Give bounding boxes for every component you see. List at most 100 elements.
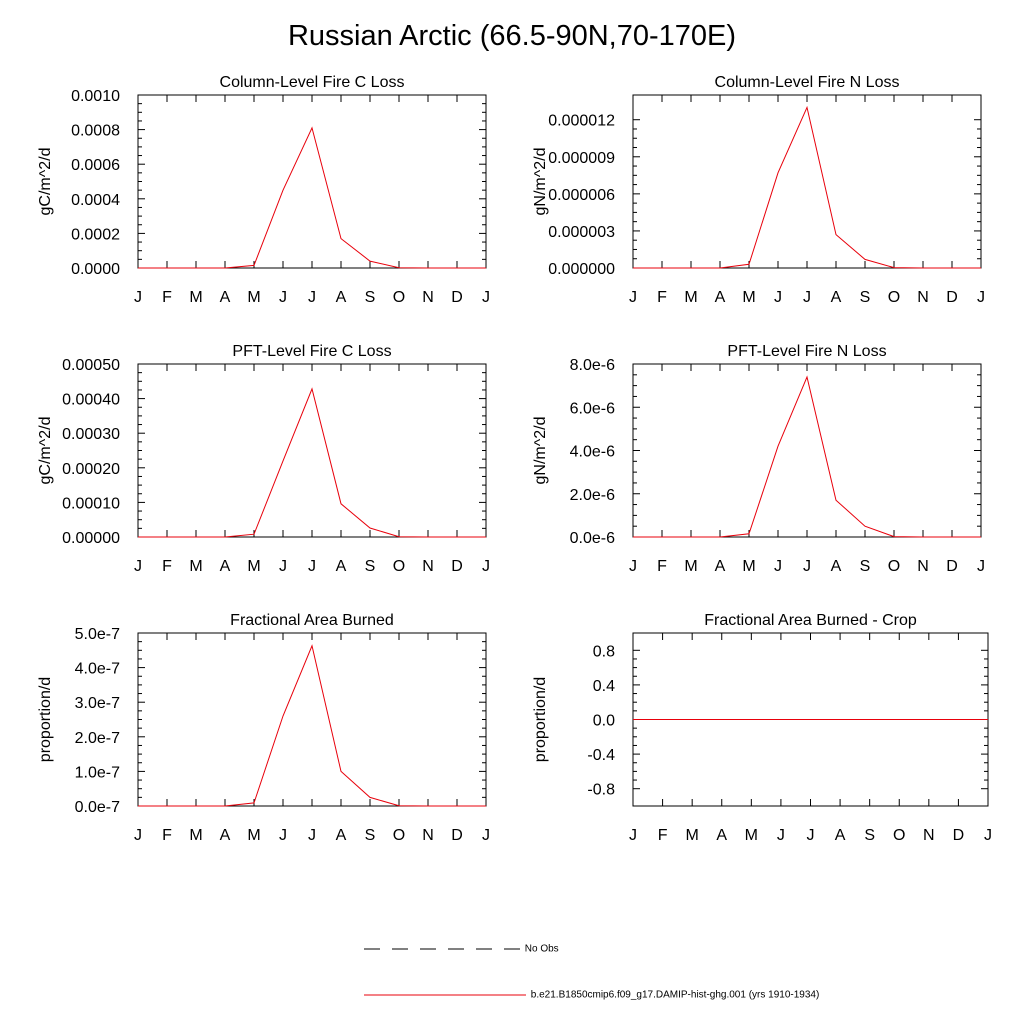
- y-tick-label: 8.0e-6: [570, 357, 615, 374]
- x-tick-label: A: [336, 827, 347, 844]
- x-tick-label: A: [220, 558, 231, 575]
- x-tick-label: N: [422, 827, 434, 844]
- x-tick-label: A: [835, 827, 846, 844]
- x-tick-label: M: [247, 827, 260, 844]
- x-tick-label: F: [162, 558, 172, 575]
- series-line: [138, 644, 486, 807]
- x-tick-label: O: [893, 827, 905, 844]
- y-tick-label: 0.0e-7: [75, 799, 120, 816]
- x-tick-label: M: [189, 558, 202, 575]
- x-tick-label: M: [247, 558, 260, 575]
- y-tick-label: 0.0e-6: [570, 530, 615, 547]
- x-tick-label: J: [977, 289, 985, 306]
- y-axis-label: gN/m^2/d: [532, 148, 549, 216]
- y-tick-label: 0.0006: [71, 157, 120, 174]
- legend-model-label: b.e21.B1850cmip6.f09_g17.DAMIP-hist-ghg.…: [530, 989, 820, 1001]
- y-tick-label: 0.000012: [548, 113, 615, 130]
- x-tick-label: J: [279, 827, 287, 844]
- series-line: [633, 375, 981, 538]
- x-tick-label: A: [831, 558, 842, 575]
- x-tick-label: D: [946, 289, 958, 306]
- panel-6: Fractional Area Burned - Crop proportion/…: [532, 612, 992, 844]
- x-tick-label: A: [220, 289, 231, 306]
- x-tick-label: N: [422, 558, 434, 575]
- x-tick-label: D: [451, 827, 463, 844]
- x-tick-label: O: [393, 827, 405, 844]
- x-tick-label: S: [365, 289, 376, 306]
- x-tick-label: N: [917, 289, 929, 306]
- x-tick-label: J: [774, 289, 782, 306]
- y-tick-label: 0.00000: [62, 530, 120, 547]
- y-tick-label: 0.0000: [71, 261, 120, 278]
- y-tick-label: 0.0002: [71, 226, 120, 243]
- panel-title: Fractional Area Burned - Crop: [704, 612, 917, 629]
- y-axis-label: gC/m^2/d: [37, 417, 54, 485]
- y-axis-label: proportion/d: [37, 677, 54, 762]
- x-tick-label: M: [745, 827, 758, 844]
- y-tick-label: 0.00030: [62, 426, 120, 443]
- x-tick-label: A: [716, 827, 727, 844]
- plot-frame: [137, 94, 487, 269]
- x-tick-label: D: [451, 558, 463, 575]
- x-tick-label: M: [247, 289, 260, 306]
- x-tick-label: J: [984, 827, 992, 844]
- y-tick-label: 0.00010: [62, 495, 120, 512]
- x-tick-label: J: [629, 827, 637, 844]
- x-tick-label: S: [365, 827, 376, 844]
- x-tick-label: A: [715, 289, 726, 306]
- panel-title: Fractional Area Burned: [230, 612, 394, 629]
- y-tick-label: 4.0e-6: [570, 444, 615, 461]
- y-tick-label: 3.0e-7: [75, 695, 120, 712]
- x-tick-label: N: [917, 558, 929, 575]
- y-tick-label: 0.00020: [62, 461, 120, 478]
- x-tick-label: J: [977, 558, 985, 575]
- x-tick-label: F: [657, 558, 667, 575]
- x-tick-label: J: [482, 558, 490, 575]
- y-axis-label: gN/m^2/d: [532, 417, 549, 485]
- x-tick-label: N: [923, 827, 935, 844]
- x-tick-label: J: [777, 827, 785, 844]
- x-tick-label: M: [684, 558, 697, 575]
- x-tick-label: M: [742, 558, 755, 575]
- legend-obs-label: No Obs: [524, 943, 559, 955]
- x-tick-label: D: [451, 289, 463, 306]
- x-tick-label: D: [946, 558, 958, 575]
- x-tick-label: O: [888, 558, 900, 575]
- x-tick-label: S: [365, 558, 376, 575]
- x-tick-label: A: [715, 558, 726, 575]
- x-tick-label: N: [422, 289, 434, 306]
- x-tick-label: D: [953, 827, 965, 844]
- panel-title: PFT-Level Fire C Loss: [232, 343, 391, 360]
- x-tick-label: A: [220, 827, 231, 844]
- panel-title: PFT-Level Fire N Loss: [727, 343, 886, 360]
- x-tick-label: J: [482, 827, 490, 844]
- series-line: [633, 105, 981, 269]
- y-axis-label: gC/m^2/d: [37, 148, 54, 216]
- x-tick-label: J: [807, 827, 815, 844]
- y-tick-label: 0.00040: [62, 392, 120, 409]
- panel-title: Column-Level Fire N Loss: [715, 74, 900, 91]
- y-tick-label: 0.0: [593, 713, 615, 730]
- legend-model-swatch: [364, 994, 526, 996]
- y-tick-label: 0.0008: [71, 123, 120, 140]
- plot-frame: [632, 94, 982, 269]
- x-tick-label: J: [308, 289, 316, 306]
- x-tick-label: S: [864, 827, 875, 844]
- x-tick-label: F: [162, 289, 172, 306]
- plot-frame: [137, 632, 487, 807]
- y-tick-label: 0.000009: [548, 150, 615, 167]
- x-tick-label: F: [657, 289, 667, 306]
- x-tick-label: A: [831, 289, 842, 306]
- x-tick-label: M: [189, 289, 202, 306]
- y-tick-label: 0.00050: [62, 357, 120, 374]
- x-tick-label: A: [336, 558, 347, 575]
- x-tick-label: O: [393, 558, 405, 575]
- x-tick-label: J: [629, 289, 637, 306]
- x-tick-label: J: [134, 289, 142, 306]
- x-tick-label: A: [336, 289, 347, 306]
